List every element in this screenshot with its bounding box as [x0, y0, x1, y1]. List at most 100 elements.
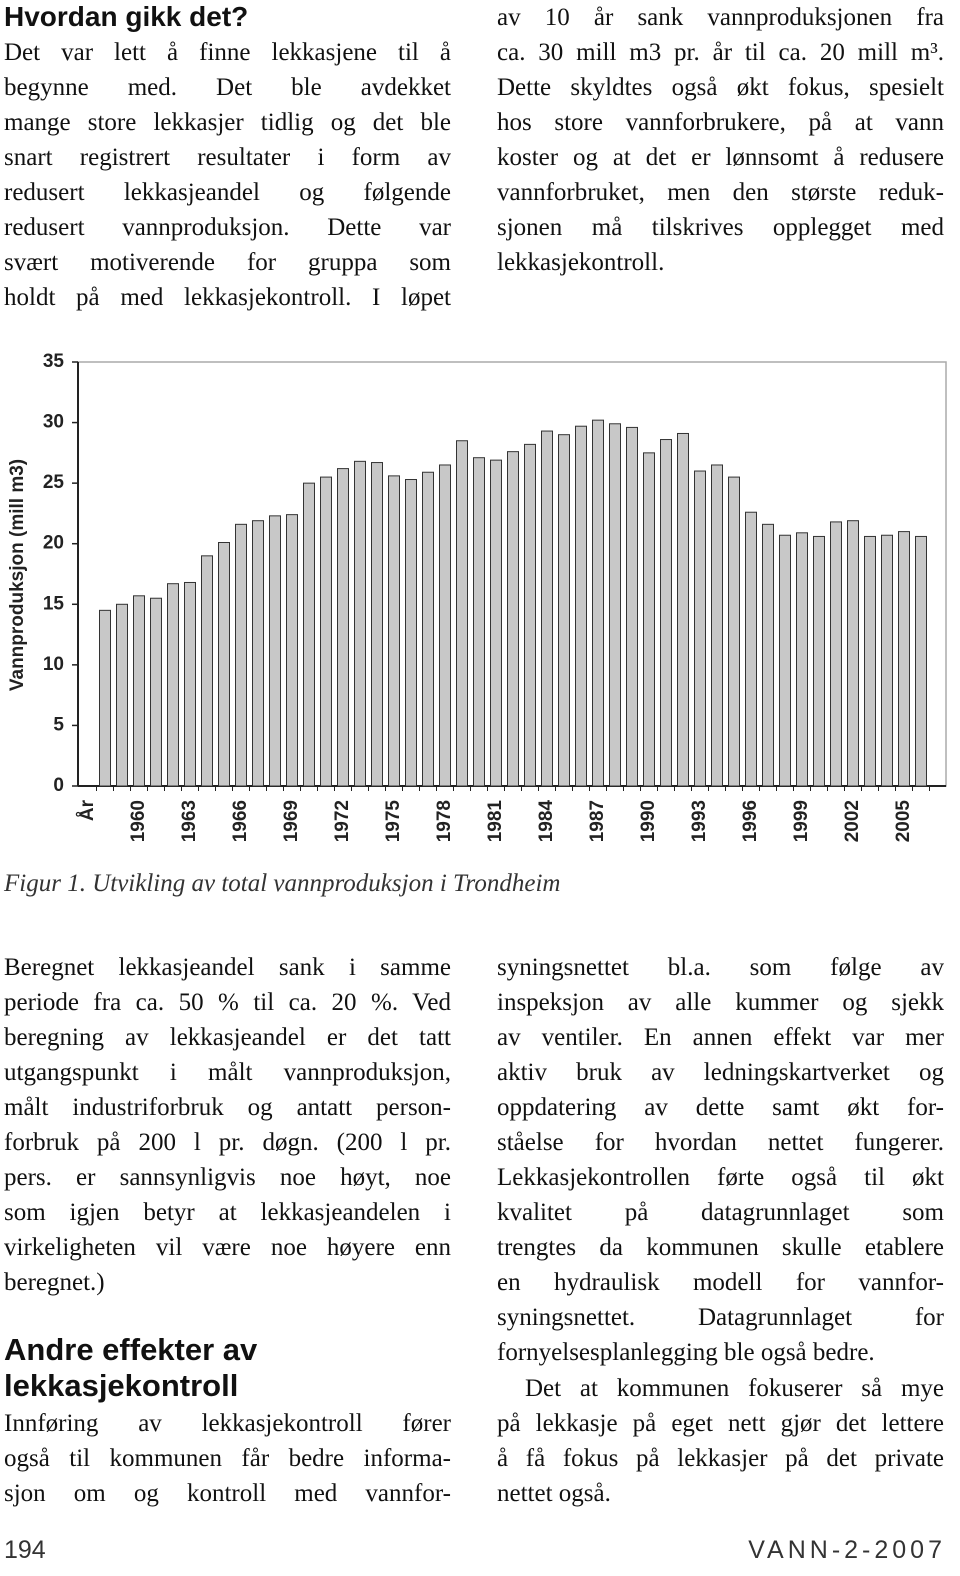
- text-line: syningsnettet. Datagrunnlaget for: [497, 1304, 944, 1331]
- bar: [218, 542, 230, 787]
- text-line: koster og at det er lønnsomt å redusere: [497, 144, 944, 171]
- journal-name: VANN-2-2007: [748, 1536, 946, 1564]
- text-line: hos store vannforbrukere, på at vann: [497, 109, 944, 136]
- text-line: pers. er sannsynligvis noe høyt, noe: [4, 1164, 451, 1191]
- bar: [303, 482, 315, 787]
- text-line: aktiv bruk av ledningskartverket og: [497, 1059, 944, 1086]
- subheading: lekkasjekontroll: [4, 1368, 239, 1403]
- y-tick-label: 30: [43, 412, 64, 433]
- x-tick-label: 1987: [587, 800, 608, 842]
- bar: [116, 603, 128, 787]
- text-line: syningsnettet bl.a. som følge av: [497, 954, 944, 981]
- text-line: mange store lekkasjer tidlig og det ble: [4, 109, 451, 136]
- y-tick-label: 15: [43, 593, 65, 614]
- text-line: lekkasjekontroll.: [497, 249, 665, 276]
- bar: [643, 452, 655, 787]
- bar: [813, 535, 825, 787]
- text-line: beregnet.): [4, 1269, 105, 1296]
- bar: [456, 440, 468, 787]
- text-line: vannforbruket, men den største reduk-: [497, 179, 944, 206]
- bar: [524, 443, 536, 787]
- text-line: redusert lekkasjeandel og følgende: [4, 179, 451, 206]
- bar: [728, 476, 740, 787]
- text-line: målt industriforbruk og antatt person-: [4, 1094, 451, 1121]
- paragraph: Innføring av lekkasjekontroll fører også …: [4, 1406, 451, 1511]
- text-line: nettet også.: [497, 1480, 611, 1507]
- text-line: av 10 år sank vannproduksjonen fra: [497, 4, 944, 31]
- bar: [405, 479, 417, 787]
- bar: [354, 460, 366, 787]
- bar: [439, 464, 451, 787]
- bar: [660, 439, 672, 787]
- bar: [473, 457, 485, 787]
- bar: [286, 514, 298, 787]
- y-tick-label: 10: [43, 654, 64, 675]
- section-title: Hvordan gikk det?: [4, 1, 249, 32]
- bar: [796, 532, 808, 787]
- text-line: beregning av lekkasjeandel er det tatt: [4, 1024, 451, 1051]
- bar: [269, 515, 281, 787]
- text-line: ca. 30 mill m3 pr. år til ca. 20 mill m³…: [497, 39, 944, 66]
- bar: [779, 534, 791, 787]
- bar: [609, 423, 621, 787]
- bar: [711, 464, 723, 787]
- chart: Vannproduksjon (mill m3) 0 5 10 15 20 25 30 35 Å…: [7, 351, 947, 843]
- text-line: Det var lett å finne lekkasjene til å: [4, 39, 451, 66]
- text-line: periode fra ca. 50 % til ca. 20 %. Ved: [4, 989, 451, 1016]
- bar: [558, 434, 570, 787]
- text-line: kvalitet på datagrunnlaget som: [497, 1199, 944, 1226]
- text-line: Lekkasjekontrollen førte også til økt: [497, 1164, 944, 1191]
- bar: [371, 462, 383, 787]
- bar: [745, 511, 757, 787]
- bar: [133, 595, 145, 787]
- paragraph: av 10 år sank vannproduksjonen fra ca. 30…: [497, 0, 944, 280]
- bar: [626, 426, 638, 787]
- y-tick-label: 20: [43, 533, 64, 554]
- bar: [235, 523, 247, 787]
- x-tick-label: 1966: [230, 800, 251, 842]
- text-line: Beregnet lekkasjeandel sank i samme: [4, 954, 451, 981]
- text-line: virkeligheten vil være noe høyere enn: [4, 1234, 451, 1261]
- bar: [677, 432, 689, 787]
- text-line: også til kommunen får bedre informa-: [4, 1445, 451, 1472]
- bar: [337, 468, 349, 787]
- bar: [898, 531, 910, 787]
- bar: [422, 471, 434, 787]
- text-line: inspeksjon av alle kummer og sjekk: [497, 989, 944, 1016]
- bar: [830, 521, 842, 787]
- x-tick-label: 1981: [485, 800, 506, 843]
- paragraph: syningsnettet bl.a. som følge av inspeksj…: [497, 950, 944, 1370]
- bar: [490, 459, 502, 787]
- paragraph: Det at kommunen fokuserer så mye på lekka…: [497, 1371, 944, 1511]
- x-tick-label: 1960: [128, 800, 149, 842]
- y-axis-label: Vannproduksjon (mill m3): [7, 459, 28, 691]
- text-line: som igjen betyr at lekkasjeandelen i: [4, 1199, 451, 1226]
- x-tick-label: 2005: [893, 800, 914, 843]
- text-line: Innføring av lekkasjekontroll fører: [4, 1410, 451, 1437]
- bar: [592, 419, 604, 787]
- heading: Andre effekter av lekkasjekontroll: [4, 1332, 257, 1404]
- figure-caption: Figur 1. Utvikling av total vannproduksj…: [4, 870, 561, 897]
- y-tick-label: 35: [43, 351, 65, 372]
- subheading: Andre effekter av: [4, 1332, 258, 1367]
- x-tick-label: 1999: [791, 800, 812, 842]
- bar: [320, 476, 332, 787]
- x-tick-label: År: [77, 799, 98, 821]
- text-line: svært motiverende for gruppa som: [4, 249, 451, 276]
- bar: [388, 475, 400, 787]
- text-line: holdt på med lekkasjekontroll. I løpet: [4, 284, 451, 311]
- text-line: utgangspunkt i målt vannproduksjon,: [4, 1059, 451, 1086]
- bar: [252, 520, 264, 787]
- x-tick-label: 2002: [842, 800, 863, 842]
- text-line: å få fokus på lekkasjer på det private: [497, 1445, 944, 1472]
- text-line: Det at kommunen fokuserer så mye: [525, 1375, 944, 1402]
- bar: [762, 523, 774, 787]
- text-line: på lekkasje på eget nett gjør det letter…: [497, 1410, 944, 1437]
- bar: [201, 555, 213, 787]
- x-tick-label: 1993: [689, 800, 710, 842]
- text-line: snart registrert resultater i form av: [4, 144, 451, 171]
- bar: [507, 451, 519, 787]
- x-tick-label: 1969: [281, 800, 302, 842]
- text-line: sjonen må tilskrives opplegget med: [497, 214, 944, 241]
